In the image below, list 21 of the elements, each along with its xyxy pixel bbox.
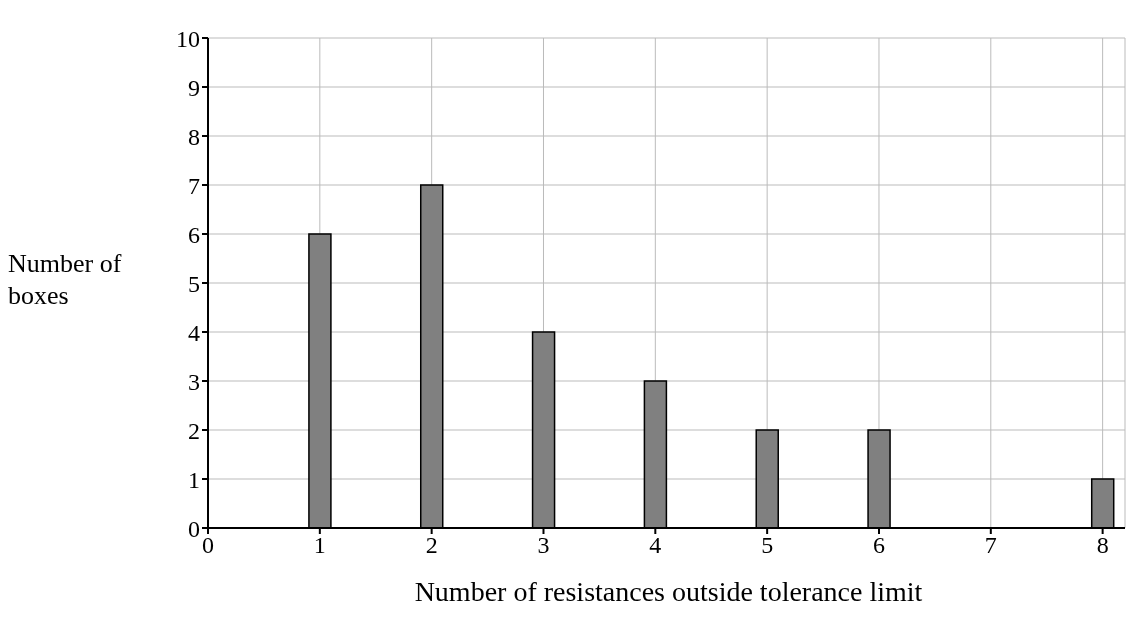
- y-tick-label: 6: [188, 221, 200, 248]
- y-tick-label: 1: [188, 466, 200, 493]
- x-tick-label: 1: [313, 532, 326, 559]
- y-tick-label: 0: [188, 515, 200, 542]
- y-tick-label: 5: [188, 270, 200, 297]
- y-tick-label: 10: [176, 25, 200, 52]
- x-tick-label: 7: [984, 532, 997, 559]
- x-tick-label: 6: [872, 532, 885, 559]
- y-tick-label: 7: [188, 172, 200, 199]
- y-tick-label: 3: [188, 368, 200, 395]
- y-tick-label: 9: [188, 74, 200, 101]
- x-tick-label: 2: [425, 532, 438, 559]
- y-axis-title: Number of boxes: [8, 248, 123, 312]
- y-tick-label: 4: [188, 319, 200, 346]
- y-tick-label: 2: [188, 417, 200, 444]
- x-tick-label: 4: [649, 532, 662, 559]
- x-tick-label: 5: [761, 532, 774, 559]
- x-axis-title: Number of resistances outside tolerance limit: [413, 576, 924, 608]
- x-tick-label: 3: [537, 532, 550, 559]
- y-tick-label: 8: [188, 123, 200, 150]
- x-tick-label: 8: [1096, 532, 1109, 559]
